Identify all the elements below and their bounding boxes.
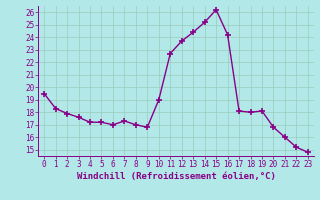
X-axis label: Windchill (Refroidissement éolien,°C): Windchill (Refroidissement éolien,°C) — [76, 172, 276, 181]
